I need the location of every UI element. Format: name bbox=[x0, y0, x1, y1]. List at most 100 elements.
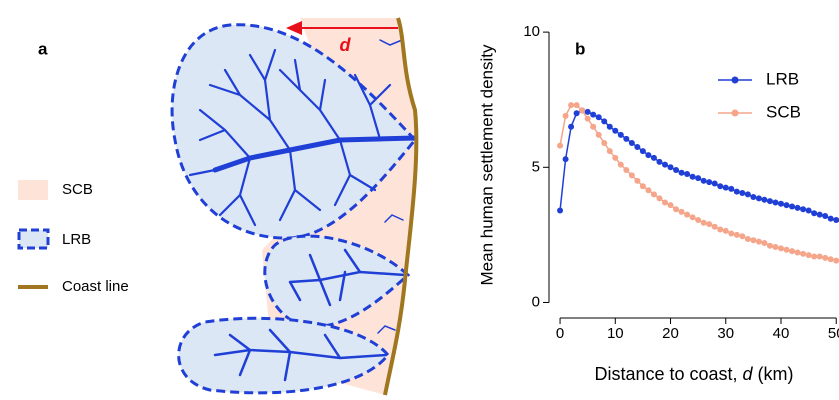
data-point bbox=[712, 181, 718, 187]
data-point bbox=[745, 236, 751, 242]
data-point bbox=[739, 233, 745, 239]
data-point bbox=[568, 102, 574, 108]
data-point bbox=[651, 155, 657, 161]
data-point bbox=[745, 191, 751, 197]
data-point bbox=[811, 210, 817, 216]
data-point bbox=[557, 143, 563, 149]
data-point bbox=[761, 240, 767, 246]
data-point bbox=[668, 164, 674, 170]
data-point bbox=[645, 152, 651, 158]
data-point bbox=[806, 208, 812, 214]
data-point bbox=[734, 189, 740, 195]
data-point bbox=[585, 116, 591, 122]
data-point bbox=[756, 239, 762, 245]
data-point bbox=[750, 237, 756, 243]
panel-label: b bbox=[575, 39, 585, 58]
x-tick-label: 50 bbox=[828, 325, 839, 342]
data-point bbox=[656, 195, 662, 201]
plot: 051001020304050LRBSCB bbox=[523, 23, 839, 342]
data-point bbox=[684, 212, 690, 218]
y-tick-label: 5 bbox=[532, 158, 540, 175]
data-point bbox=[778, 201, 784, 207]
data-point bbox=[706, 179, 712, 185]
data-point bbox=[579, 108, 585, 114]
data-point bbox=[800, 251, 806, 257]
legend-label: SCB bbox=[766, 102, 801, 121]
data-point bbox=[756, 195, 762, 201]
legend-swatch bbox=[19, 230, 48, 248]
series-line bbox=[560, 111, 836, 221]
data-point bbox=[679, 209, 685, 215]
data-point bbox=[795, 205, 801, 211]
data-point bbox=[574, 102, 580, 108]
data-point bbox=[623, 167, 629, 173]
legend-label: Coast line bbox=[62, 278, 129, 295]
data-point bbox=[800, 206, 806, 212]
data-point bbox=[789, 204, 795, 210]
data-point bbox=[690, 174, 696, 180]
data-point bbox=[795, 249, 801, 255]
data-point bbox=[739, 190, 745, 196]
data-point bbox=[695, 175, 701, 181]
data-point bbox=[822, 213, 828, 219]
distance-label: d bbox=[340, 35, 352, 55]
data-point bbox=[728, 186, 734, 192]
data-point bbox=[645, 187, 651, 193]
data-point bbox=[568, 124, 574, 130]
data-point bbox=[806, 252, 812, 258]
data-point bbox=[629, 172, 635, 178]
data-point bbox=[701, 178, 707, 184]
data-point bbox=[734, 232, 740, 238]
legend-swatch bbox=[18, 180, 48, 200]
data-point bbox=[690, 214, 696, 220]
data-point bbox=[607, 124, 613, 130]
data-point bbox=[563, 113, 569, 119]
x-tick-label: 20 bbox=[662, 325, 679, 342]
x-tick-label: 10 bbox=[607, 325, 624, 342]
data-point bbox=[679, 170, 685, 176]
legend-label: LRB bbox=[766, 69, 799, 88]
arrow-head bbox=[286, 21, 302, 35]
data-point bbox=[817, 212, 823, 218]
data-point bbox=[695, 217, 701, 223]
y-tick-label: 10 bbox=[523, 23, 540, 40]
data-point bbox=[640, 183, 646, 189]
data-point bbox=[601, 140, 607, 146]
data-point bbox=[772, 244, 778, 250]
data-point bbox=[750, 194, 756, 200]
data-point bbox=[607, 148, 613, 154]
legend-label: SCB bbox=[62, 181, 93, 198]
data-point bbox=[596, 132, 602, 138]
series-line bbox=[560, 105, 836, 260]
x-tick-label: 0 bbox=[556, 325, 564, 342]
data-point bbox=[723, 185, 729, 191]
data-point bbox=[784, 247, 790, 253]
data-point bbox=[590, 124, 596, 130]
legend-marker bbox=[732, 110, 739, 117]
data-point bbox=[596, 114, 602, 120]
data-point bbox=[828, 216, 834, 222]
data-point bbox=[618, 132, 624, 138]
data-point bbox=[717, 183, 723, 189]
data-point bbox=[778, 245, 784, 251]
data-point bbox=[712, 224, 718, 230]
data-point bbox=[673, 167, 679, 173]
x-axis-label: Distance to coast, d (km) bbox=[594, 364, 793, 384]
data-point bbox=[656, 159, 662, 165]
data-point bbox=[634, 144, 640, 150]
legend-marker bbox=[732, 77, 739, 84]
data-point bbox=[767, 198, 773, 204]
data-point bbox=[717, 226, 723, 232]
data-point bbox=[701, 220, 707, 226]
data-point bbox=[574, 110, 580, 116]
panel-label: a bbox=[38, 39, 48, 58]
data-point bbox=[761, 197, 767, 203]
legend-label: LRB bbox=[62, 231, 91, 248]
data-point bbox=[723, 228, 729, 234]
data-point bbox=[784, 202, 790, 208]
data-point bbox=[662, 162, 668, 168]
data-point bbox=[706, 221, 712, 227]
data-point bbox=[772, 199, 778, 205]
x-label-part: (km) bbox=[753, 364, 794, 384]
data-point bbox=[833, 258, 839, 264]
